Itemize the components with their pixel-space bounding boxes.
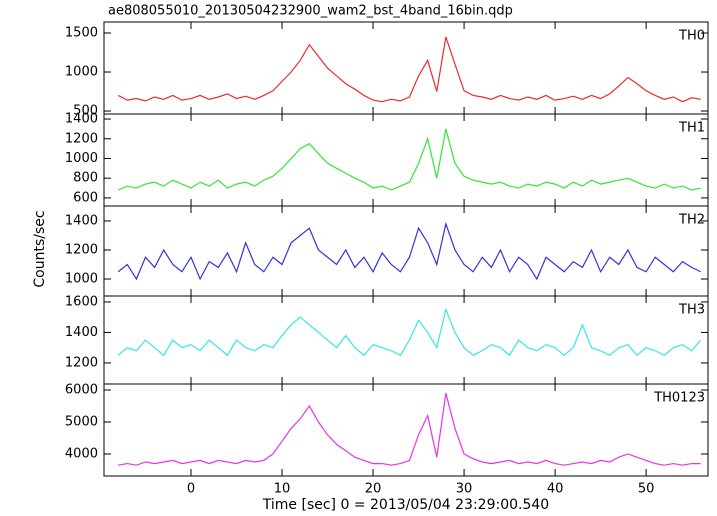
y-tick-label: 1000: [65, 151, 98, 166]
y-tick-label: 4000: [65, 446, 98, 461]
y-tick-label: 1500: [65, 26, 98, 41]
y-tick-label: 1000: [65, 272, 98, 287]
panel-label: TH3: [678, 303, 705, 318]
panel-label: TH2: [678, 213, 705, 228]
y-tick-label: 6000: [65, 383, 98, 398]
panel-frame: [103, 21, 709, 115]
series-line: [117, 307, 702, 357]
series-line: [117, 36, 701, 103]
x-tick-label: 40: [547, 482, 564, 497]
y-tick-label: 600: [73, 190, 98, 205]
chart-title: ae808055010_20130504232900_wam2_bst_4ban…: [108, 4, 513, 19]
y-tick-label: 1600: [65, 294, 98, 309]
y-tick-label: 1400: [65, 213, 98, 228]
x-tick-label: 10: [274, 482, 291, 497]
y-tick-label: 1200: [65, 242, 98, 257]
y-tick-label: 1200: [65, 131, 98, 146]
panel-label: TH0: [678, 29, 705, 44]
panel-frame: [103, 113, 709, 207]
panel-frame: [103, 205, 709, 297]
panel-frame: [103, 383, 709, 477]
y-tick-label: 1400: [65, 112, 98, 127]
x-tick-label: 20: [365, 482, 382, 497]
series-line: [117, 128, 701, 191]
x-tick-label: 30: [456, 482, 473, 497]
y-tick-label: 5000: [65, 415, 98, 430]
y-axis-label: Counts/sec: [32, 210, 48, 287]
x-tick-label: 0: [187, 482, 195, 497]
x-tick-label: 50: [638, 482, 655, 497]
series-line: [118, 393, 701, 466]
y-tick-label: 500: [73, 104, 98, 119]
panel-label: TH0123: [653, 391, 705, 406]
panel-frame: [103, 295, 709, 385]
series-line: [117, 221, 701, 281]
x-axis-label: Time [sec] 0 = 2013/05/04 23:29:00.540: [262, 497, 549, 513]
y-tick-label: 800: [73, 171, 98, 186]
y-tick-label: 1400: [65, 325, 98, 340]
y-tick-label: 1200: [65, 355, 98, 370]
y-tick-label: 1000: [65, 65, 98, 80]
panel-label: TH1: [678, 121, 705, 136]
